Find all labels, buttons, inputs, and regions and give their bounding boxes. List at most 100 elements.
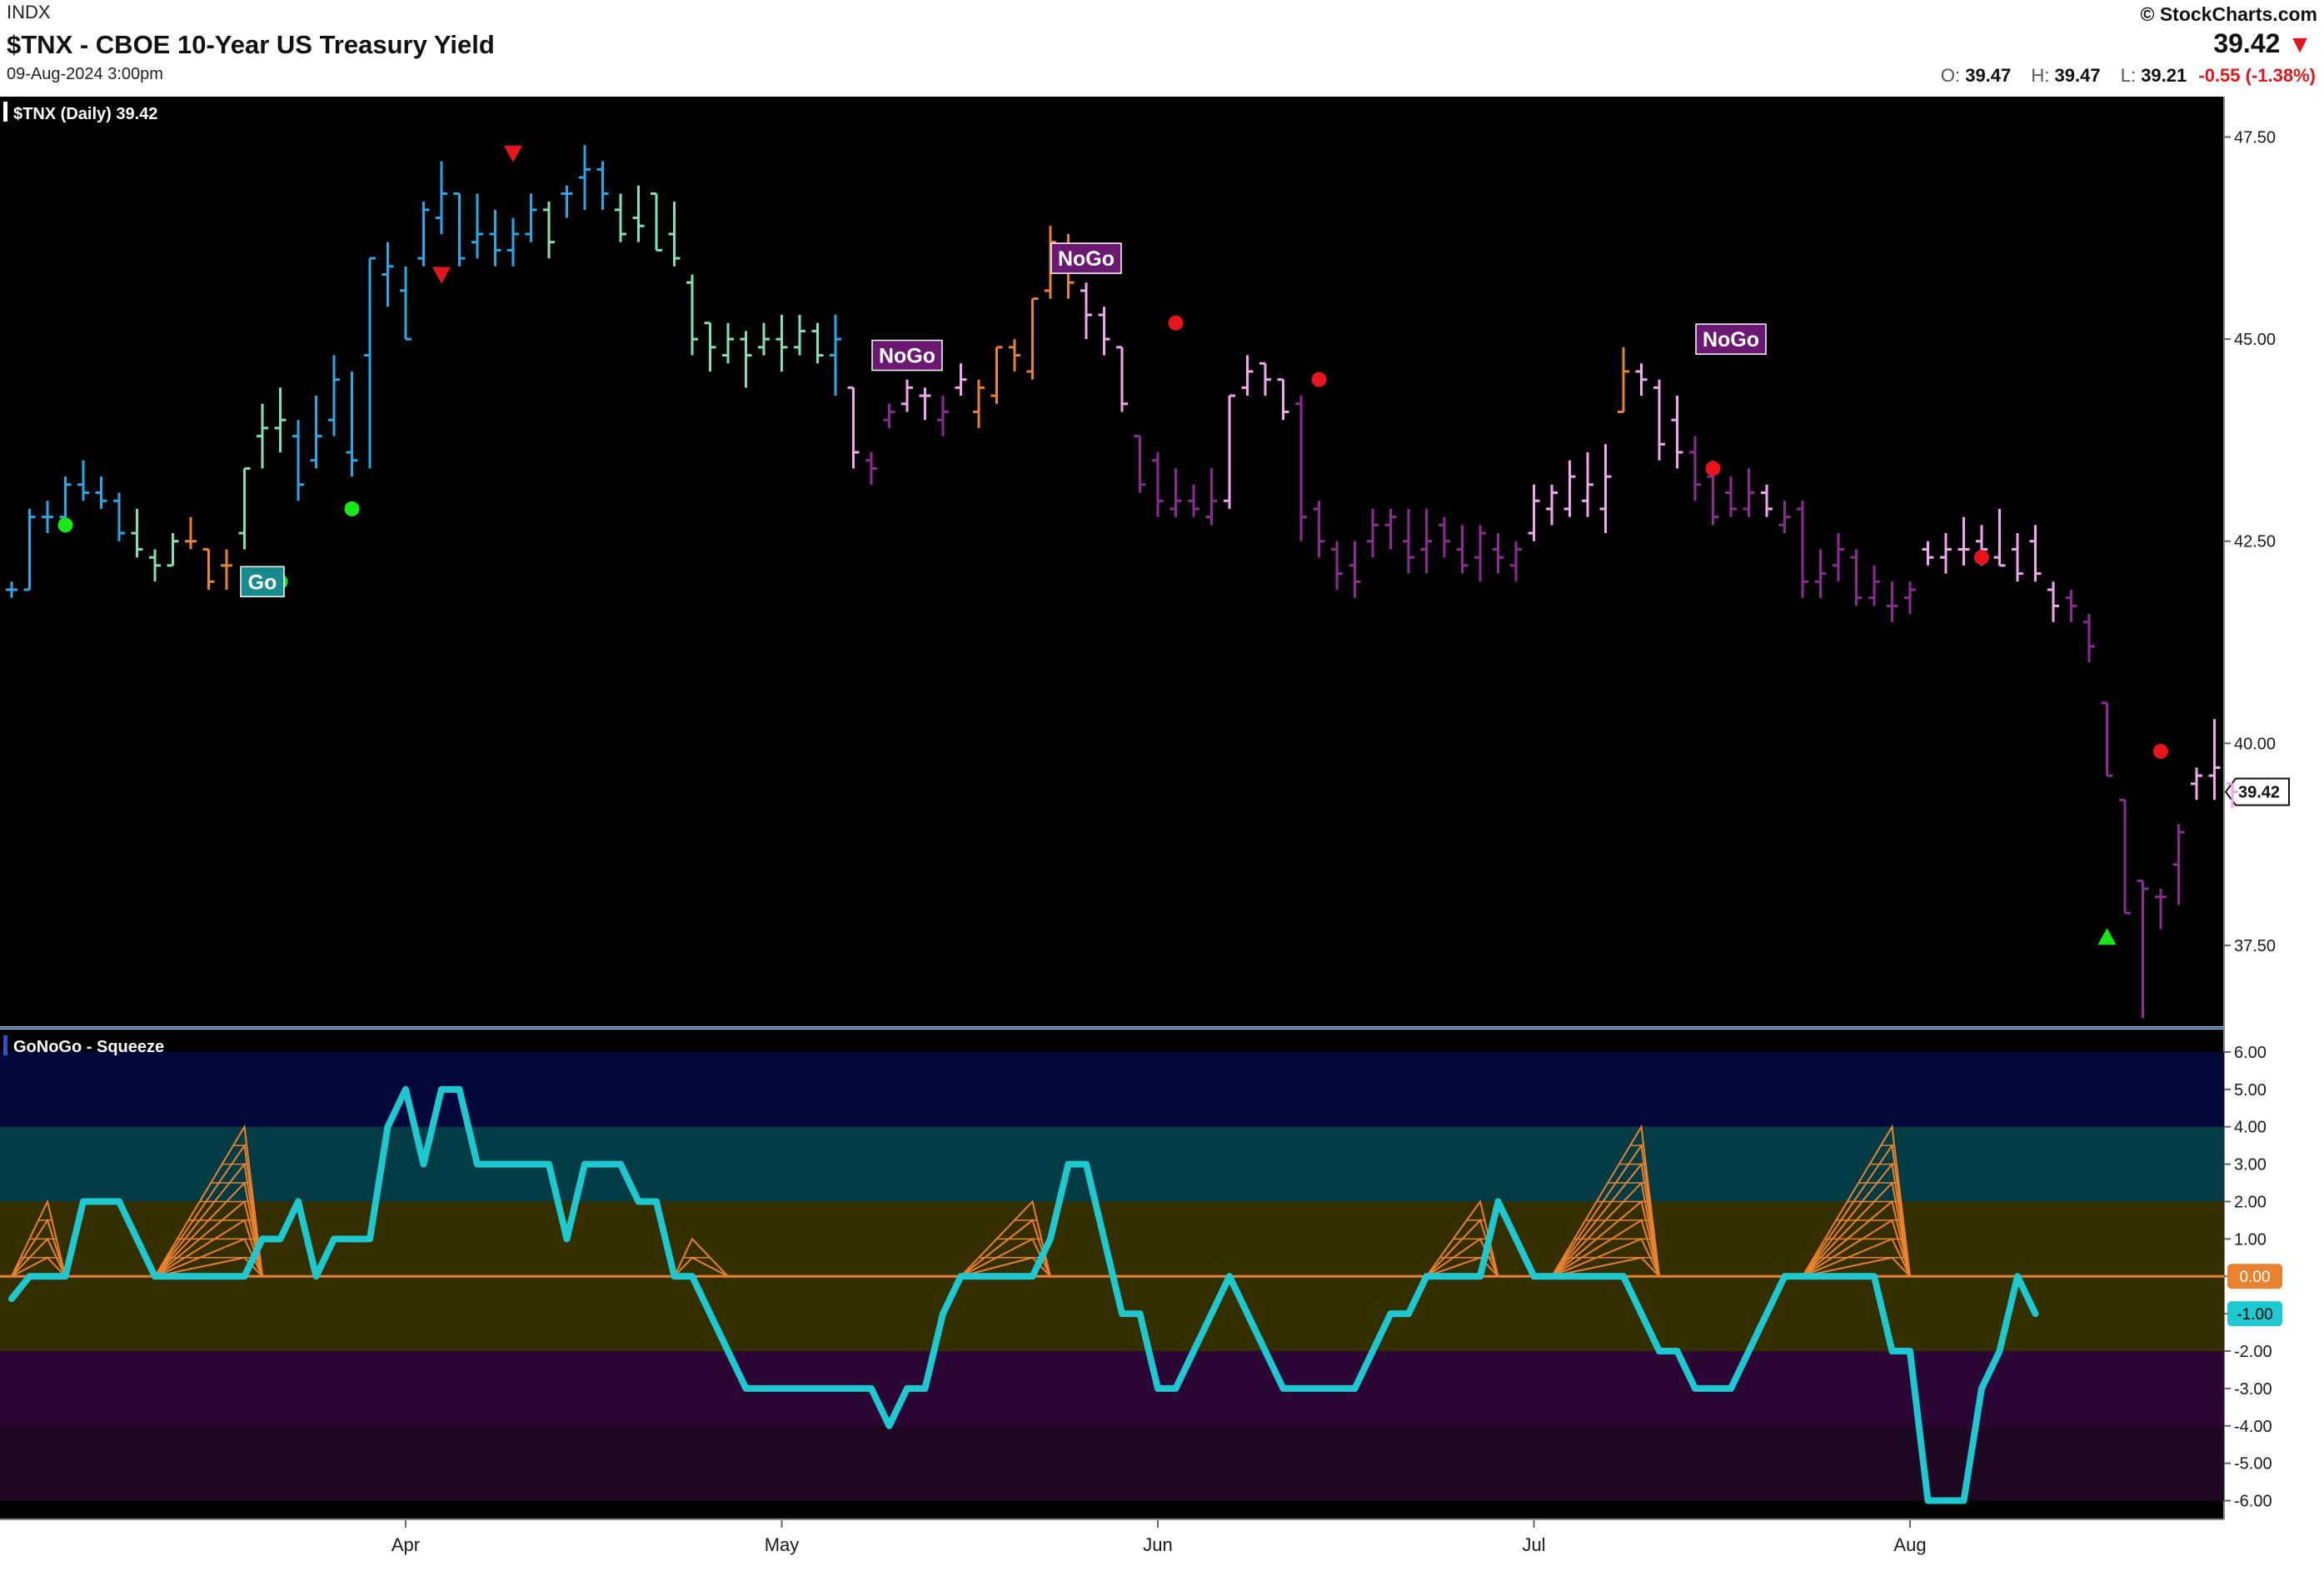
ohlc-bar xyxy=(1224,394,1235,509)
change-value: -0.55 (-1.38%) xyxy=(2198,65,2316,86)
ohlc-bar xyxy=(1026,297,1039,380)
nogo-label-text: NoGo xyxy=(879,345,935,368)
signal-dot xyxy=(1311,372,1327,387)
nogo-label-box xyxy=(1695,323,1767,355)
ohlc-bar xyxy=(1420,508,1433,574)
ohlc-bar xyxy=(1797,501,1808,598)
signal-triangle-down xyxy=(504,145,522,162)
ohlc-bar xyxy=(1134,435,1146,493)
ohlc-bar xyxy=(1546,484,1558,526)
oscillator-zone-band xyxy=(0,1126,2224,1202)
date-tick-label: Aug xyxy=(1893,1534,1926,1555)
ohlc-bar xyxy=(1367,508,1379,558)
ohlc-bar xyxy=(1045,226,1056,299)
copyright-logo[interactable]: © StockCharts.com xyxy=(2140,3,2317,25)
ohlc-bar xyxy=(489,209,501,267)
ohlc-bar xyxy=(1259,362,1271,396)
oscillator-tick-label: 1.00 xyxy=(2234,1230,2267,1249)
ohlc-bar xyxy=(990,346,1003,404)
date-tick-label: Jun xyxy=(1143,1534,1172,1555)
ohlc-bar xyxy=(23,508,36,591)
ohlc-bar xyxy=(1563,460,1576,517)
ohlc-bar xyxy=(274,387,287,452)
oscillator-tick-label: 5.00 xyxy=(2234,1081,2267,1100)
legend-swatch xyxy=(3,102,7,122)
squeeze-lattice-line xyxy=(1551,1124,1660,1277)
ohlc-bar xyxy=(847,386,860,469)
date-axis: Apr May Jun Jul Aug xyxy=(0,1519,2224,1555)
ohlc-bar xyxy=(1331,541,1343,590)
ohlc-bar xyxy=(615,193,626,242)
ohlc-bar xyxy=(1528,484,1540,541)
ohlc-bar xyxy=(1922,541,1934,566)
price-tick-label: 45.00 xyxy=(2234,331,2276,349)
ohlc-bar xyxy=(2137,879,2149,1019)
ohlc-bar xyxy=(185,516,197,550)
signal-dot xyxy=(344,501,360,516)
ohlc-bar xyxy=(883,403,895,428)
ohlc-bar xyxy=(42,501,53,534)
nogo-label-text: NoGo xyxy=(1058,247,1115,271)
ohlc-bar xyxy=(561,185,573,218)
oscillator-last-tag xyxy=(2227,1301,2282,1327)
ohlc-bar xyxy=(1814,549,1827,598)
ohlc-bar xyxy=(292,420,304,501)
ohlc-bar xyxy=(2119,798,2131,915)
ohlc-bar xyxy=(453,192,466,267)
ohlc-bar xyxy=(2065,589,2077,622)
ohlc-bar xyxy=(865,451,877,485)
squeeze-lattice-line xyxy=(1802,1124,1911,1277)
ohlc-bar xyxy=(955,363,967,396)
ohlc-bar xyxy=(1349,541,1361,598)
price-tick-label: 42.50 xyxy=(2234,533,2276,551)
price-bars xyxy=(6,145,2238,1019)
indicator-panel-label: GoNoGo - Squeeze xyxy=(13,1038,164,1056)
nogo-label-box xyxy=(1050,242,1122,274)
ohlc-bar xyxy=(131,508,143,558)
ohlc-bar xyxy=(1080,282,1092,340)
ohlc-bar xyxy=(1993,508,2006,567)
ohlc-bar xyxy=(328,355,340,436)
open-value: 39.47 xyxy=(1965,65,2012,86)
date-tick-label: Apr xyxy=(391,1534,420,1555)
ohlc-bar xyxy=(1599,444,1612,534)
squeeze-lattice-line xyxy=(1425,1199,1499,1277)
ohlc-bar xyxy=(436,161,447,234)
ohlc-bar xyxy=(149,549,161,582)
ohlc-bar xyxy=(471,193,483,259)
low-label: L: xyxy=(2120,65,2137,86)
ohlc-bar xyxy=(2029,525,2042,582)
ohlc-bar xyxy=(2227,782,2238,808)
ohlc-bar xyxy=(1295,396,1307,541)
date-tick-label: Jul xyxy=(1522,1534,1545,1555)
ohlc-bar xyxy=(1277,378,1289,421)
oscillator-tick-label: 3.00 xyxy=(2234,1156,2267,1175)
ohlc-bar xyxy=(775,315,788,372)
price-panel-legend: $TNX (Daily) 39.42 xyxy=(3,102,157,123)
ohlc-bar xyxy=(417,202,430,267)
ohlc-bar xyxy=(1492,533,1504,574)
price-panel-bg xyxy=(0,97,2224,1026)
ohlc-bar xyxy=(1940,533,1952,574)
ohlc-bar xyxy=(811,322,824,364)
ohlc-bar xyxy=(740,331,752,388)
nogo-label-text: NoGo xyxy=(1703,328,1759,352)
ohlc-bar xyxy=(1474,525,1486,582)
ohlc-bar xyxy=(632,185,645,242)
ohlc-bar xyxy=(2172,824,2185,905)
ohlc-bar xyxy=(238,466,251,550)
signal-dot xyxy=(1705,461,1721,476)
ohlc-bar xyxy=(830,315,841,396)
ohlc-bar xyxy=(2101,701,2113,777)
ohlc-bar xyxy=(1510,541,1522,582)
open-label: O: xyxy=(1940,65,1961,86)
high-value: 39.47 xyxy=(2054,65,2101,86)
oscillator-tick-label: -3.00 xyxy=(2234,1380,2272,1399)
oscillator-series-line xyxy=(8,1085,2039,1504)
zero-line-tag-label: 0.00 xyxy=(2240,1269,2271,1286)
ohlc-bar xyxy=(758,322,770,356)
signal-dot xyxy=(1168,315,1184,331)
ohlc-bar xyxy=(1116,346,1128,412)
price-tick-label: 40.00 xyxy=(2234,735,2276,753)
